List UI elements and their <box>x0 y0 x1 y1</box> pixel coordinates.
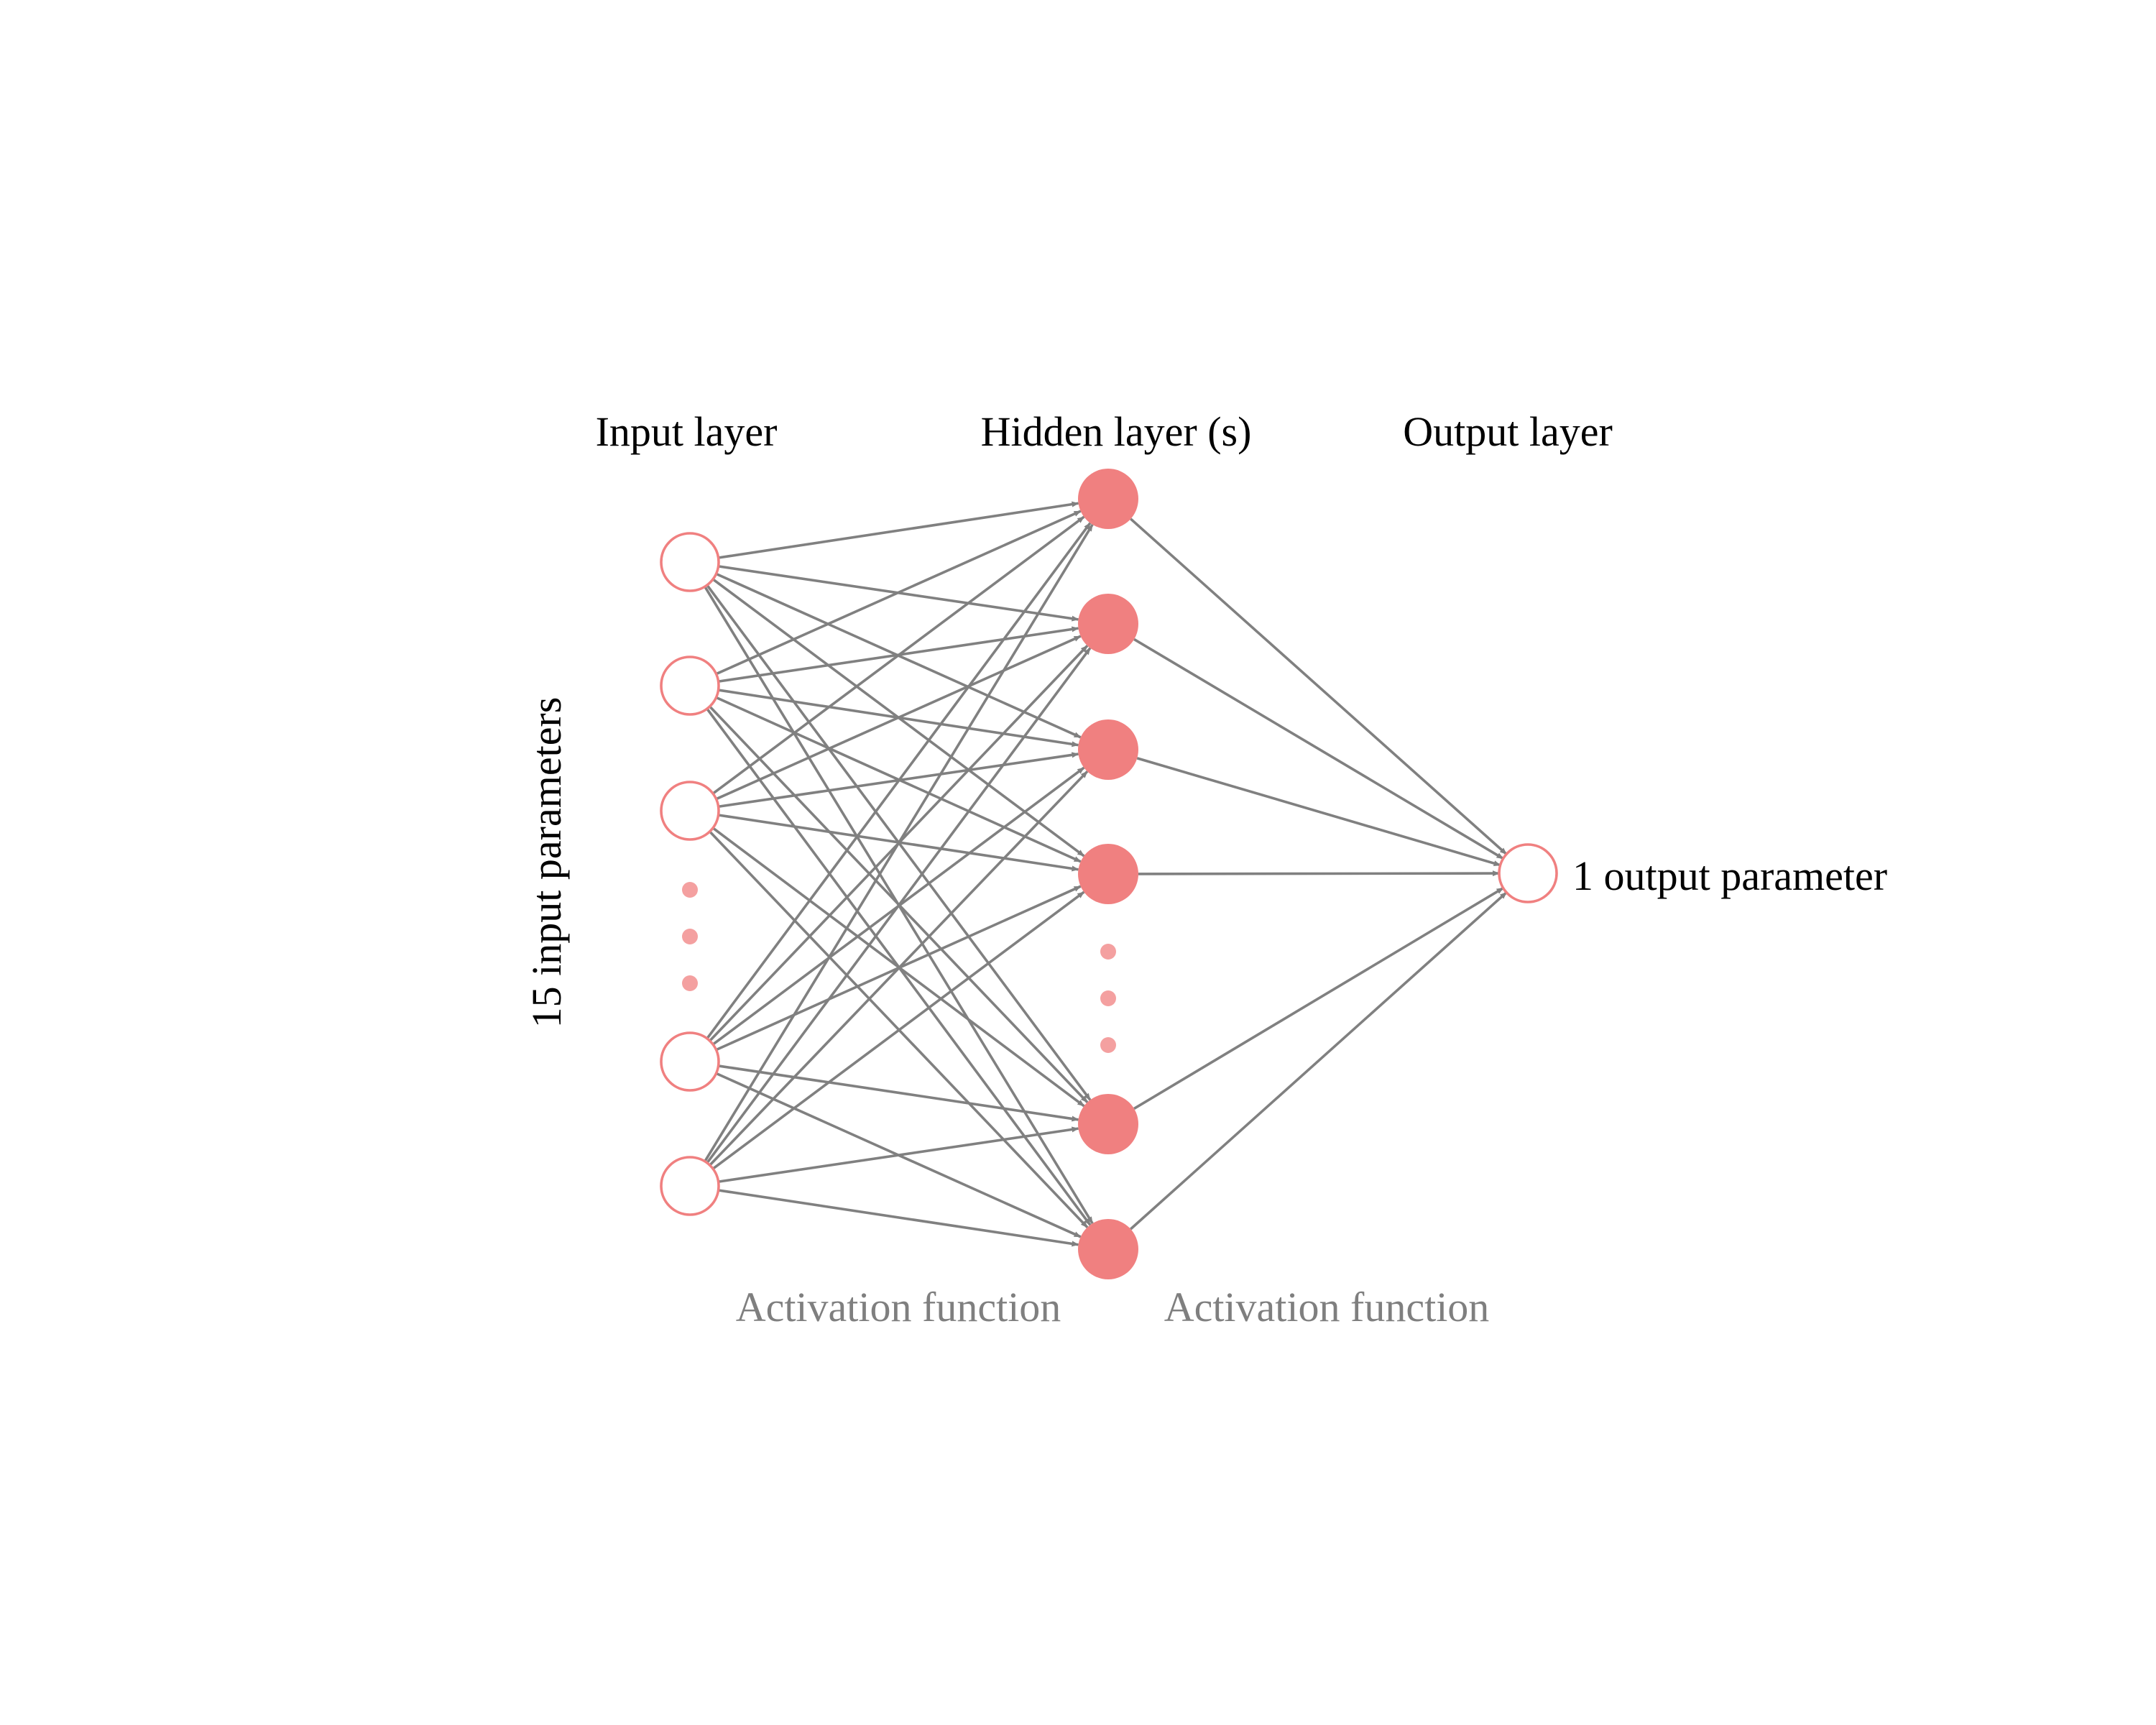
input-to-hidden-connections <box>704 501 1094 1247</box>
hidden-layer-nodes <box>1078 469 1138 1279</box>
input-ellipsis <box>682 882 698 991</box>
input-node-5 <box>660 1156 720 1216</box>
hidden-ellipsis <box>1100 944 1116 1053</box>
connection-input-5-hidden-2 <box>706 647 1092 1164</box>
activation-function-label-2: Activation function <box>1164 1284 1490 1330</box>
connection-input-4-hidden-1 <box>706 522 1092 1039</box>
hidden-ellipsis-dot-1 <box>1100 944 1116 960</box>
connection-hidden-3-output <box>1136 757 1501 867</box>
connection-input-5-hidden-3 <box>709 770 1089 1167</box>
output-layer-title: Output layer <box>1403 408 1613 455</box>
input-node-2 <box>660 656 720 716</box>
connection-input-3-hidden-2 <box>715 635 1082 801</box>
connection-hidden-4-output <box>1138 870 1500 877</box>
connection-input-5-hidden-5 <box>718 1126 1079 1183</box>
connection-input-5-hidden-4 <box>711 891 1085 1170</box>
input-layer-nodes <box>660 532 720 1216</box>
input-node-4 <box>660 1031 720 1092</box>
input-ellipsis-dot-1 <box>682 882 698 898</box>
hidden-layer-title: Hidden layer (s) <box>981 408 1252 455</box>
output-node-1 <box>1498 843 1558 903</box>
connection-input-4-hidden-5 <box>718 1064 1079 1122</box>
hidden-node-1 <box>1078 469 1138 529</box>
output-count-label: 1 output parameter <box>1572 852 1887 899</box>
connection-hidden-6-output <box>1130 891 1508 1230</box>
connection-input-5-hidden-6 <box>718 1189 1079 1247</box>
output-layer-nodes <box>1498 843 1558 903</box>
hidden-node-4 <box>1078 844 1138 904</box>
hidden-node-3 <box>1078 719 1138 780</box>
hidden-ellipsis-dot-3 <box>1100 1037 1116 1053</box>
hidden-node-2 <box>1078 594 1138 654</box>
input-ellipsis-dot-2 <box>682 929 698 944</box>
connection-hidden-1-output <box>1130 518 1508 855</box>
connection-input-3-hidden-1 <box>711 515 1085 795</box>
hidden-to-output-connections <box>1130 518 1508 1230</box>
input-node-1 <box>660 532 720 592</box>
activation-function-label-1: Activation function <box>736 1284 1061 1330</box>
input-node-3 <box>660 781 720 841</box>
input-layer-title: Input layer <box>596 408 778 455</box>
connection-input-5-hidden-1 <box>704 523 1094 1162</box>
hidden-node-5 <box>1078 1094 1138 1154</box>
connection-input-1-hidden-1 <box>718 501 1079 559</box>
input-ellipsis-dot-3 <box>682 975 698 991</box>
hidden-node-6 <box>1078 1219 1138 1279</box>
connection-hidden-2-output <box>1133 638 1504 860</box>
input-count-label: 15 input parameters <box>523 697 570 1029</box>
hidden-ellipsis-dot-2 <box>1100 990 1116 1006</box>
connection-hidden-5-output <box>1133 886 1504 1110</box>
connection-input-2-hidden-1 <box>715 510 1082 676</box>
